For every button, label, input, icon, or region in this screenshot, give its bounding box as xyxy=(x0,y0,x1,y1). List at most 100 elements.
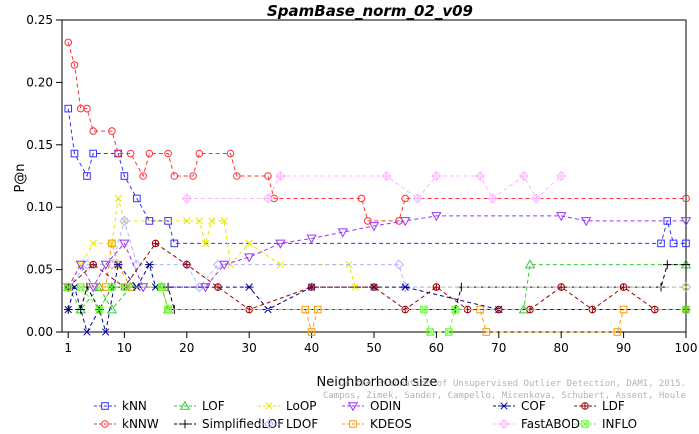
data-point-odin xyxy=(100,260,111,270)
legend-item-lof: LOF xyxy=(174,399,225,413)
data-point-ldof xyxy=(680,282,692,293)
data-point-kdeos xyxy=(314,305,322,314)
series-line-kdeos xyxy=(68,243,686,334)
y-tick-label: 0.20 xyxy=(26,75,53,89)
data-point-knnw xyxy=(126,149,135,158)
axes: 0.00 0.05 0.10 0.15 0.20 0.25 1 10 20 30 40 50 60 70 8… xyxy=(26,13,697,355)
legend-label-simplifiedlof: SimplifiedLOF xyxy=(202,417,284,431)
y-axis-label: P@n xyxy=(13,163,28,192)
data-point-ldf xyxy=(619,283,628,291)
legend-label-loop: LoOP xyxy=(286,399,317,413)
data-point-fastabod xyxy=(381,170,392,182)
data-point-ldf xyxy=(557,283,566,291)
data-point-knnw xyxy=(170,172,179,180)
legend-label-ldf: LDF xyxy=(602,399,625,413)
data-point-odin xyxy=(119,239,130,249)
data-point-loop xyxy=(89,239,97,248)
data-point-cof xyxy=(63,305,73,314)
data-point-knn xyxy=(682,239,690,248)
legend-label-cof: COF xyxy=(521,399,546,413)
data-point-fastabod xyxy=(518,170,529,182)
data-point-kdeos xyxy=(307,328,316,336)
data-point-odin xyxy=(556,212,567,222)
legend-label-ldof: LDOF xyxy=(286,417,318,431)
data-point-kdeos xyxy=(108,239,116,248)
series-line-fastabod xyxy=(186,175,562,200)
data-point-knnw xyxy=(64,38,73,47)
y-tick-label: 0.10 xyxy=(26,200,53,214)
data-point-loop xyxy=(276,260,285,269)
data-point-knn xyxy=(133,194,141,203)
data-point-ldf xyxy=(307,283,316,291)
data-point-odin xyxy=(275,239,286,249)
data-point-knn xyxy=(170,239,179,248)
data-point-knn xyxy=(669,239,678,248)
x-tick-label: 80 xyxy=(554,341,569,355)
legend-item-loop: LoOP xyxy=(258,399,317,413)
legend-marker-odin xyxy=(347,402,359,412)
data-point-knn xyxy=(145,217,154,225)
data-point-ldf xyxy=(214,283,222,291)
data-point-knnw xyxy=(363,217,372,225)
legend-item-cof: COF xyxy=(493,399,546,413)
data-point-fastabod xyxy=(412,193,423,204)
data-point-kdeos xyxy=(613,328,622,336)
legend-label-knnw: kNNW xyxy=(122,417,159,431)
legend-marker-ldf xyxy=(581,402,589,410)
legend-label-fastabod: FastABOD xyxy=(521,417,580,431)
data-point-inflo xyxy=(682,305,690,314)
data-point-simplifiedlof xyxy=(662,260,672,269)
data-point-cof xyxy=(101,328,110,336)
data-point-ldf xyxy=(151,239,160,248)
data-point-inflo xyxy=(158,283,166,291)
series-ldf xyxy=(64,239,690,314)
legend-marker-knn xyxy=(101,402,109,410)
data-point-knnw xyxy=(114,149,122,158)
legend-item-simplifiedlof: SimplifiedLOF xyxy=(174,417,284,431)
series-line-knnw xyxy=(67,42,686,222)
data-point-ldof xyxy=(119,215,130,226)
series-line-simplifiedlof xyxy=(68,264,686,311)
data-point-ldf xyxy=(432,283,441,291)
data-point-knnw xyxy=(139,172,147,180)
data-point-inflo xyxy=(426,328,434,336)
data-point-loop xyxy=(208,217,216,225)
data-point-odin xyxy=(75,260,86,270)
x-axis-label: Neighborhood size xyxy=(317,375,438,390)
x-tick-label: 90 xyxy=(616,341,631,355)
data-point-inflo xyxy=(64,283,73,291)
legend-label-odin: ODIN xyxy=(370,399,401,413)
data-point-kdeos xyxy=(482,328,491,336)
series-inflo xyxy=(64,283,690,336)
x-tick-label: 1 xyxy=(64,341,72,355)
data-point-odin xyxy=(219,260,230,270)
data-point-ldf xyxy=(89,260,98,269)
data-point-loop xyxy=(114,194,122,203)
data-point-knn xyxy=(83,172,91,180)
data-point-fastabod xyxy=(487,193,498,204)
data-point-fastabod xyxy=(431,170,442,182)
data-point-lof xyxy=(94,281,105,291)
y-tick-label: 0.15 xyxy=(26,138,53,152)
data-point-fastabod xyxy=(275,170,286,182)
data-point-odin xyxy=(368,222,380,232)
data-point-inflo xyxy=(164,305,172,314)
series-line-odin xyxy=(67,215,686,289)
data-point-fastabod xyxy=(531,193,542,204)
series-knnw xyxy=(64,38,690,225)
data-point-odin xyxy=(400,217,411,227)
series-line-ldof xyxy=(67,219,686,288)
legend-item-inflo: INFLO xyxy=(574,417,637,431)
legend-marker-fastabod xyxy=(498,418,510,430)
data-point-knnw xyxy=(401,194,410,203)
data-point-ldf xyxy=(370,283,378,291)
data-point-knnw xyxy=(83,104,91,113)
y-tick-label: 0.05 xyxy=(26,263,53,277)
data-point-knn xyxy=(64,104,73,113)
legend-marker-ldof xyxy=(263,418,275,430)
data-point-knnw xyxy=(232,172,241,180)
data-point-cof xyxy=(82,328,92,336)
x-tick-label: 30 xyxy=(242,341,257,355)
data-point-odin xyxy=(680,217,692,227)
